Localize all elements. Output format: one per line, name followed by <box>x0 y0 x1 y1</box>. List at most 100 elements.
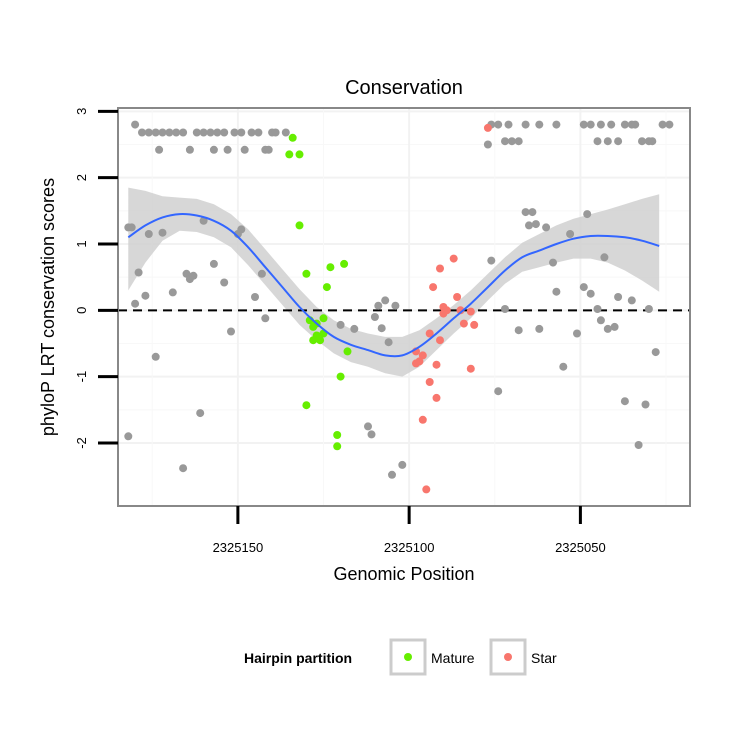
legend-label-star: Star <box>531 650 557 666</box>
point-other <box>501 305 509 313</box>
x-axis: 2325150 2325100 2325050 <box>213 506 606 555</box>
point-other <box>131 299 140 308</box>
point-star <box>459 319 468 328</box>
point-other <box>251 293 259 301</box>
point-other <box>593 137 602 146</box>
point-other <box>583 210 592 219</box>
point-star <box>442 306 451 315</box>
point-other <box>596 120 605 129</box>
grid-lines <box>118 108 690 506</box>
point-other <box>367 430 376 439</box>
point-other <box>535 120 544 129</box>
point-other <box>607 120 616 129</box>
point-star <box>429 283 438 292</box>
point-other <box>271 128 280 137</box>
point-other <box>388 470 396 479</box>
point-other <box>144 128 153 137</box>
point-other <box>364 422 372 431</box>
point-other <box>240 145 249 154</box>
point-other <box>501 137 509 146</box>
point-other <box>514 137 523 146</box>
point-other <box>620 120 629 129</box>
point-other <box>370 313 379 321</box>
point-other <box>586 120 595 129</box>
point-other <box>398 460 407 469</box>
point-other <box>627 296 636 305</box>
point-mature <box>295 221 304 230</box>
point-other <box>192 128 201 137</box>
point-other <box>552 287 561 296</box>
point-star <box>425 378 434 386</box>
y-tick-label: 0 <box>74 307 89 314</box>
point-other <box>336 320 345 329</box>
point-other <box>579 120 588 129</box>
point-other <box>227 327 235 336</box>
point-other <box>658 120 667 129</box>
point-mature <box>288 133 297 142</box>
point-other <box>596 316 605 325</box>
point-star <box>425 329 434 338</box>
point-mature <box>326 263 335 272</box>
point-star <box>436 264 444 273</box>
point-other <box>483 140 492 149</box>
point-star <box>422 485 431 494</box>
point-other <box>586 289 595 298</box>
point-other <box>124 432 133 441</box>
y-tick-label: 1 <box>74 240 89 247</box>
point-other <box>151 128 160 137</box>
legend-dot-star <box>504 653 512 661</box>
point-mature <box>322 283 331 292</box>
chart-title: Conservation <box>345 77 463 99</box>
point-mature <box>336 372 345 381</box>
point-other <box>384 338 393 347</box>
plot-border <box>117 107 691 507</box>
point-star <box>418 415 427 424</box>
point-other <box>199 128 208 137</box>
point-other <box>209 259 218 268</box>
y-tick-label: -1 <box>74 371 89 383</box>
point-mature <box>319 314 328 323</box>
point-other <box>220 278 229 287</box>
point-other <box>634 441 643 449</box>
y-axis: 3 2 1 0 -1 -2 <box>74 108 118 449</box>
point-other <box>264 145 273 154</box>
point-other <box>487 256 496 265</box>
point-other <box>549 258 557 267</box>
point-other <box>504 120 513 129</box>
point-other <box>172 128 181 137</box>
confidence-band-layer <box>128 187 660 377</box>
y-tick-label: 2 <box>74 174 89 181</box>
point-other <box>138 128 146 137</box>
point-other <box>377 324 386 333</box>
point-other <box>573 329 581 338</box>
point-other <box>196 409 205 418</box>
point-mature <box>340 259 349 268</box>
point-other <box>631 120 640 129</box>
point-other <box>131 120 140 129</box>
point-other <box>531 220 540 229</box>
point-other <box>603 137 612 146</box>
point-other <box>521 120 530 129</box>
point-mature <box>295 150 304 159</box>
point-mature <box>333 442 342 451</box>
point-star <box>412 359 420 368</box>
x-tick-label: 2325150 <box>213 540 264 555</box>
legend-item-star: Star <box>489 638 557 676</box>
point-other <box>185 145 194 154</box>
point-other <box>665 120 674 129</box>
points-layer <box>124 120 674 494</box>
point-other <box>158 128 167 137</box>
point-other <box>614 293 623 301</box>
point-mature <box>333 431 342 439</box>
point-star <box>436 336 444 345</box>
point-other <box>521 208 530 217</box>
point-other <box>603 324 612 333</box>
point-other <box>209 145 218 154</box>
point-other <box>381 296 390 305</box>
point-other <box>144 230 153 238</box>
point-other <box>223 145 232 154</box>
point-star <box>470 320 479 329</box>
point-other <box>141 291 150 300</box>
point-star <box>483 123 492 132</box>
